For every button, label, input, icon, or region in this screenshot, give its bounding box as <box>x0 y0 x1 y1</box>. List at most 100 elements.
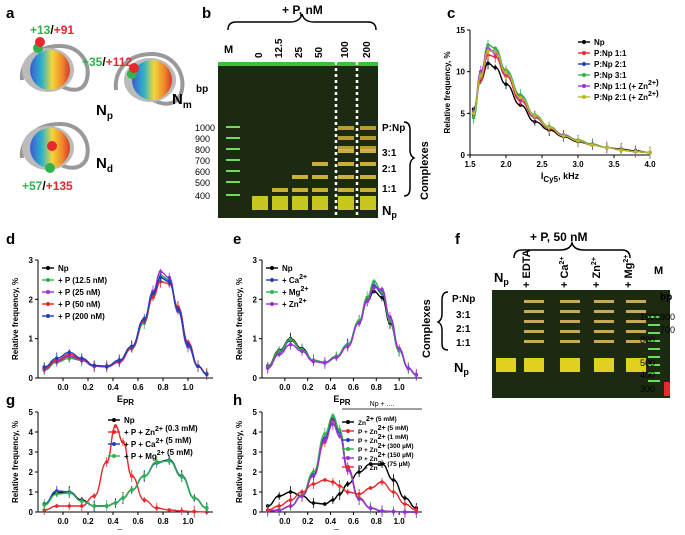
data-point <box>67 350 72 355</box>
gel-b-header: + P, nM <box>282 3 323 17</box>
gel-b-complex-band <box>360 162 376 166</box>
gel-b-marker-label: M <box>224 44 233 56</box>
y-tick-label: 0 <box>29 374 34 383</box>
x-tick-label: 2.0 <box>500 160 512 169</box>
gel-b-np-band <box>252 196 268 210</box>
svg-text:Complexes: Complexes <box>421 299 433 358</box>
data-point <box>192 496 197 500</box>
y-tick-label: 2 <box>253 468 258 477</box>
svg-text:1:1: 1:1 <box>456 338 471 349</box>
data-point <box>288 342 293 347</box>
gel-b-complexes: Complexes <box>419 141 431 200</box>
x-tick-label: 0.6 <box>348 383 360 392</box>
svg-text:3:1: 3:1 <box>382 148 397 159</box>
gel-f-complex-band <box>626 300 646 303</box>
x-tick-label: 0.0 <box>279 517 291 526</box>
y-tick-label: 10 <box>456 68 465 77</box>
data-point <box>42 503 47 507</box>
gel-f-lane-labels: + EDTA + Ca2+ + Zn2+ + Mg2+ <box>521 249 635 288</box>
data-point <box>323 361 327 365</box>
x-tick-label: 1.5 <box>464 160 476 169</box>
gel-b-complex-band <box>312 162 328 166</box>
data-point <box>368 506 373 510</box>
data-point <box>337 428 342 432</box>
gel-f-bp-label: 500 <box>640 358 655 368</box>
data-point <box>388 315 392 319</box>
data-point <box>158 275 163 280</box>
gel-b-lane-label: 100 <box>340 41 351 58</box>
np-green-label: +13 <box>30 23 51 37</box>
x-tick-label: 0.4 <box>107 383 119 392</box>
gel-b-np-band <box>292 196 308 210</box>
gel-b-np-band <box>338 196 354 210</box>
data-point <box>414 508 419 512</box>
x-tick-label: 0.8 <box>371 383 383 392</box>
data-point <box>311 470 316 474</box>
gel-b-lane-label: 0 <box>254 52 265 58</box>
x-tick-label: 4.0 <box>644 160 656 169</box>
data-point <box>311 474 316 478</box>
y-tick-label: 4 <box>253 428 258 437</box>
data-point <box>633 149 638 154</box>
data-point <box>391 478 396 482</box>
gel-b-lane-label: 200 <box>362 41 373 58</box>
data-point <box>54 492 59 496</box>
data-point <box>331 498 335 502</box>
gel-f-complex-band <box>594 340 614 343</box>
series-line <box>44 459 207 509</box>
gel-b-ladder-band <box>226 148 240 150</box>
data-point <box>493 49 498 54</box>
panel-letter-g: g <box>6 392 15 409</box>
gel-b-bp-label: 500 <box>195 178 210 188</box>
y-axis-label: Relative frequency, % <box>235 421 244 503</box>
data-point <box>648 150 652 155</box>
gel-f-image <box>492 290 670 398</box>
panel-letter-a: a <box>6 5 15 22</box>
data-point <box>154 460 159 464</box>
chart-e: 0 1 2 3 0.0 0.2 0.4 0.6 0.8 1.0 EPR Relative freque… <box>235 256 422 407</box>
data-point <box>380 295 384 300</box>
data-point <box>357 492 361 496</box>
gel-f-bp-label: 900 <box>660 312 675 322</box>
data-point <box>121 440 125 444</box>
data-point <box>323 432 327 436</box>
gel-f-bp-label: 400 <box>640 370 655 380</box>
gel-b-bp-label: 600 <box>195 167 210 177</box>
panel-letters: a b c d e f g h <box>6 5 461 409</box>
gel-f-complex-band <box>524 320 544 323</box>
gel-f-ladder-band <box>648 332 660 334</box>
y-tick-label: 15 <box>456 26 465 35</box>
x-tick-label: 0.2 <box>302 383 314 392</box>
x-tick-label: 0.2 <box>82 383 94 392</box>
gel-f-bp-label: 1000 <box>640 312 660 322</box>
data-point <box>311 359 316 364</box>
data-point <box>167 508 172 512</box>
np-name: Np <box>96 102 113 122</box>
y-tick-label: 5 <box>29 408 34 417</box>
legend-label: Np <box>594 38 605 47</box>
data-point <box>104 504 109 508</box>
x-tick-label: 0.6 <box>132 517 144 526</box>
legend-label: P + Zn2+ (300 µM) <box>358 443 414 454</box>
gel-b-bp-label: 700 <box>195 156 210 166</box>
legend-label: + P (50 nM) <box>58 300 101 309</box>
y-tick-label: 1 <box>29 488 34 497</box>
y-tick-label: 0 <box>29 508 34 517</box>
data-point <box>372 285 376 290</box>
data-point <box>142 498 147 502</box>
nucleosome-nd: +57/+135 Nd <box>19 121 113 193</box>
legend-label: P:Np 2:1 <box>594 60 627 69</box>
panel-letter-e: e <box>233 231 241 248</box>
gel-b-ladder-band <box>226 194 240 196</box>
svg-text:Np: Np <box>382 203 397 220</box>
legend-label: + P (200 nM) <box>58 312 105 321</box>
svg-text:+13/+91: +13/+91 <box>30 23 74 37</box>
gel-b-complex-band <box>338 126 354 130</box>
legend-label: + P (25 nM) <box>58 288 101 297</box>
gel-f-lane-label: + Ca2+ <box>559 256 571 288</box>
data-point <box>406 366 411 370</box>
series-line <box>267 286 417 376</box>
gel-b-complex-band <box>272 188 288 192</box>
data-point <box>288 337 293 342</box>
